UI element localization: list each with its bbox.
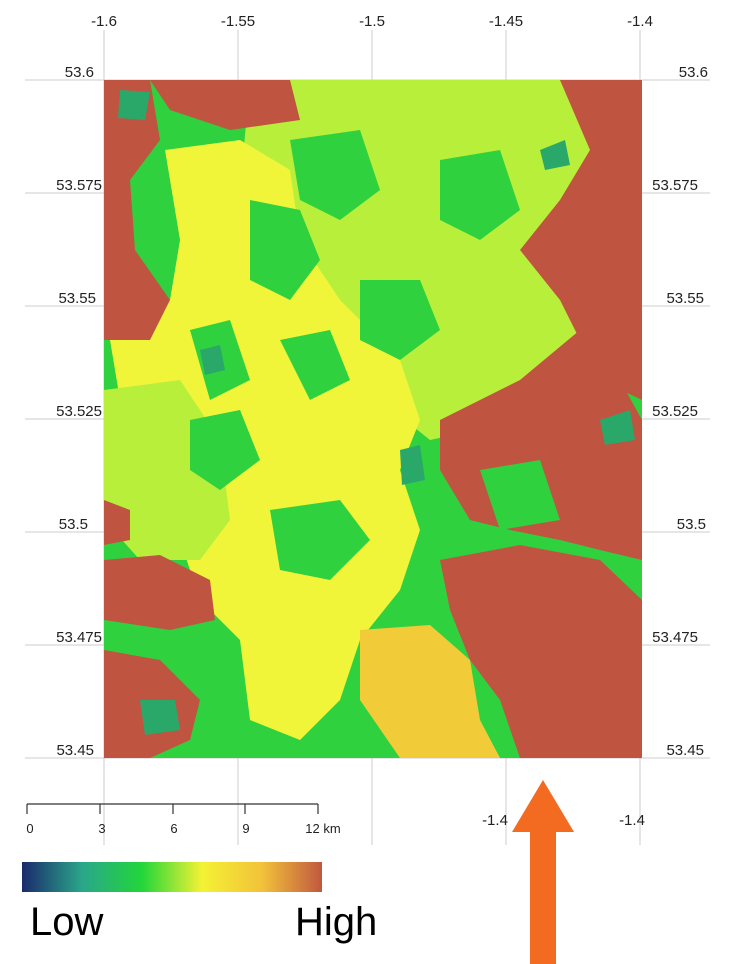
lon-tick: -1.4 [482, 812, 508, 829]
lat-tick: 53.475 [56, 629, 102, 646]
legend-colorbar [22, 862, 322, 892]
lat-tick: 53.475 [652, 629, 698, 646]
scale-label: 12 km [305, 821, 340, 836]
lon-tick: -1.45 [489, 13, 523, 30]
lat-ticks-right: 53.6 53.575 53.55 53.525 53.5 53.475 53.… [652, 64, 708, 759]
lat-tick: 53.6 [65, 64, 94, 81]
lat-tick: 53.55 [58, 290, 96, 307]
lat-tick: 53.5 [677, 516, 706, 533]
lon-tick: -1.4 [619, 812, 645, 829]
lat-tick: 53.525 [56, 403, 102, 420]
lon-ticks-bottom: -1.4 -1.4 [482, 812, 645, 829]
scale-label: 0 [26, 821, 33, 836]
lat-tick: 53.45 [56, 742, 94, 759]
lon-ticks-top: -1.6 -1.55 -1.5 -1.45 -1.4 [91, 13, 653, 30]
lon-tick: -1.55 [221, 13, 255, 30]
scale-label: 6 [170, 821, 177, 836]
legend-low-label: Low [30, 900, 104, 944]
lat-tick: 53.45 [666, 742, 704, 759]
lat-tick: 53.55 [666, 290, 704, 307]
raster-map [104, 80, 642, 758]
lat-tick: 53.6 [679, 64, 708, 81]
lat-tick: 53.525 [652, 403, 698, 420]
scale-label: 9 [242, 821, 249, 836]
lat-tick: 53.575 [56, 177, 102, 194]
lon-tick: -1.5 [359, 13, 385, 30]
scale-bar-labels: 0 3 6 9 12 km [26, 821, 340, 836]
scale-bar [26, 803, 319, 814]
lat-ticks-left: 53.6 53.575 53.55 53.525 53.5 53.475 53.… [56, 64, 102, 759]
lat-tick: 53.575 [652, 177, 698, 194]
lat-tick: 53.5 [59, 516, 88, 533]
scale-label: 3 [98, 821, 105, 836]
arrow-up-icon [512, 780, 574, 964]
legend-high-label: High [295, 900, 378, 944]
lon-tick: -1.4 [627, 13, 653, 30]
lon-tick: -1.6 [91, 13, 117, 30]
